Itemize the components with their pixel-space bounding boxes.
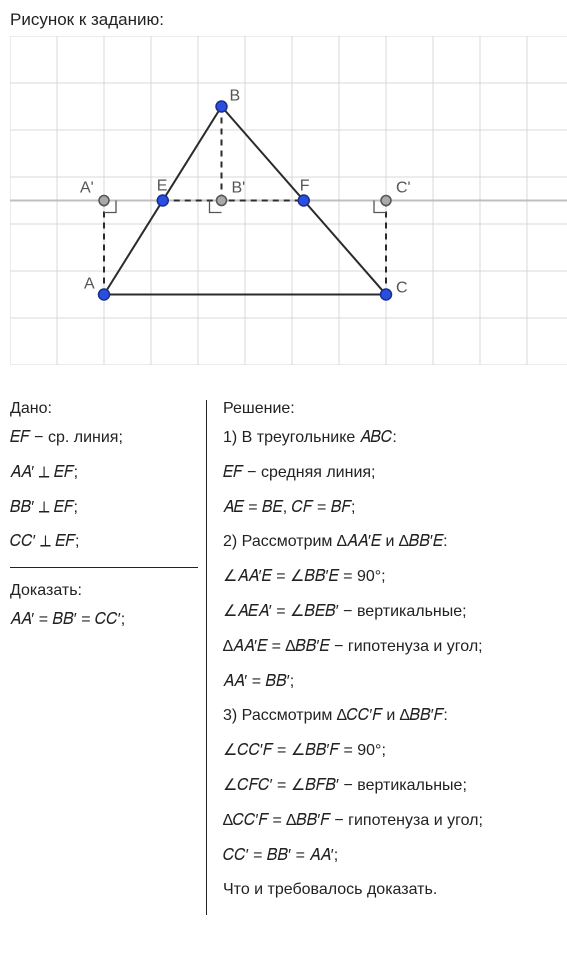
svg-text:A': A' <box>80 180 94 197</box>
solution-line-item: ∠𝐴𝐸𝐴′ = ∠𝐵𝐸𝐵′ − вертикальные; <box>223 602 557 623</box>
column-separator <box>10 567 198 568</box>
svg-text:B: B <box>230 88 241 105</box>
figure-canvas: A B C E F A' B' C' <box>10 36 557 370</box>
solution-line-item: 𝐶𝐶′ = 𝐵𝐵′ = 𝐴𝐴′; <box>223 846 557 867</box>
prove-line-item: 𝐴𝐴′ = 𝐵𝐵′ = 𝐶𝐶′; <box>10 610 198 631</box>
solution-line-item: 2) Рассмотрим ∆𝐴𝐴′𝐸 и ∆𝐵𝐵′𝐸: <box>223 532 557 553</box>
solution-line-item: ∠𝐶𝐶′𝐹 = ∠𝐵𝐵′𝐹 = 90°; <box>223 741 557 762</box>
solution-line-item: 1) В треугольнике 𝐴𝐵𝐶: <box>223 428 557 449</box>
given-header: Дано: <box>10 400 198 418</box>
svg-text:C': C' <box>396 180 411 197</box>
svg-text:B': B' <box>232 180 246 197</box>
given-line-item: 𝐵𝐵′ ⊥ 𝐸𝐹; <box>10 498 198 519</box>
solution-line-item: 𝐴𝐴′ = 𝐵𝐵′; <box>223 672 557 693</box>
solution-line-item: ∆𝐴𝐴′𝐸 = ∆𝐵𝐵′𝐸 − гипотенуза и угол; <box>223 637 557 658</box>
solution-line-item: ∆𝐶𝐶′𝐹 = ∆𝐵𝐵′𝐹 − гипотенуза и угол; <box>223 811 557 832</box>
given-line-item: 𝐶𝐶′ ⊥ 𝐸𝐹; <box>10 532 198 553</box>
svg-text:C: C <box>396 280 408 297</box>
proof-block: Дано: 𝐸𝐹 − ср. линия; 𝐴𝐴′ ⊥ 𝐸𝐹; 𝐵𝐵′ ⊥ 𝐸𝐹; 𝐶… <box>10 400 557 915</box>
given-lines: 𝐸𝐹 − ср. линия; 𝐴𝐴′ ⊥ 𝐸𝐹; 𝐵𝐵′ ⊥ 𝐸𝐹; 𝐶𝐶′ ⊥ 𝐸… <box>10 428 198 553</box>
solution-line-item: 3) Рассмотрим ∆𝐶𝐶′𝐹 и ∆𝐵𝐵′𝐹: <box>223 706 557 727</box>
page-root: Рисунок к заданию: A B C E F A' B' C' Дано: 𝐸𝐹 … <box>0 0 567 935</box>
solution-line-item: ∠𝐴𝐴′𝐸 = ∠𝐵𝐵′𝐸 = 90°; <box>223 567 557 588</box>
figure-title: Рисунок к заданию: <box>10 10 557 30</box>
prove-lines: 𝐴𝐴′ = 𝐵𝐵′ = 𝐶𝐶′; <box>10 610 198 631</box>
given-prove-column: Дано: 𝐸𝐹 − ср. линия; 𝐴𝐴′ ⊥ 𝐸𝐹; 𝐵𝐵′ ⊥ 𝐸𝐹; 𝐶… <box>10 400 207 915</box>
solution-lines: 1) В треугольнике 𝐴𝐵𝐶: 𝐸𝐹 − средняя линия… <box>223 428 557 901</box>
given-line-item: 𝐴𝐴′ ⊥ 𝐸𝐹; <box>10 463 198 484</box>
solution-column: Решение: 1) В треугольнике 𝐴𝐵𝐶: 𝐸𝐹 − сред… <box>207 400 557 915</box>
svg-text:A: A <box>84 276 95 293</box>
svg-text:F: F <box>300 178 310 195</box>
solution-header: Решение: <box>223 400 557 418</box>
svg-text:E: E <box>157 178 168 195</box>
solution-line-item: ∠𝐶𝐹𝐶′ = ∠𝐵𝐹𝐵′ − вертикальные; <box>223 776 557 797</box>
solution-line-item: Что и требовалось доказать. <box>223 880 557 901</box>
given-line-item: 𝐸𝐹 − ср. линия; <box>10 428 198 449</box>
geometry-diagram: A B C E F A' B' C' <box>10 36 567 365</box>
prove-header: Доказать: <box>10 582 198 600</box>
solution-line-item: 𝐸𝐹 − средняя линия; <box>223 463 557 484</box>
solution-line-item: 𝐴𝐸 = 𝐵𝐸, 𝐶𝐹 = 𝐵𝐹; <box>223 498 557 519</box>
